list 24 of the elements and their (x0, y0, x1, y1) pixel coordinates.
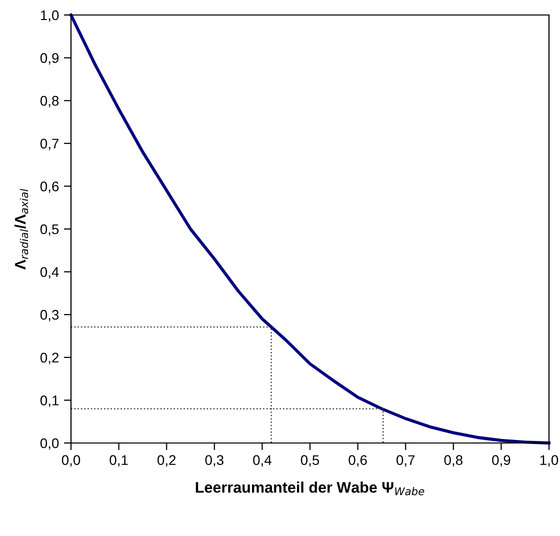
y-tick-label: 0,3 (40, 310, 59, 322)
x-tick-label: 0,2 (157, 455, 176, 467)
x-tick-label: 0,7 (396, 455, 415, 467)
y-tick-label: 0,6 (40, 182, 59, 194)
y-tick-label: 0,7 (40, 138, 58, 150)
y-tick-label: 1,0 (40, 10, 59, 22)
x-tick-label: 0,0 (62, 455, 80, 467)
y-axis-title: Λ$_{radial}$/Λ$_{axial}$ (14, 188, 28, 270)
x-tick-label: 0,1 (110, 455, 128, 467)
y-tick-label: 0,1 (40, 396, 59, 408)
y-tick-label: 0,2 (40, 352, 58, 364)
x-tick-label: 1,0 (540, 455, 558, 467)
x-tick-label: 0,8 (444, 455, 462, 467)
x-tick-label: 0,3 (205, 455, 224, 467)
x-tick-label: 0,9 (492, 455, 510, 467)
y-tick-label: 0,4 (40, 267, 59, 279)
y-tick-label: 0,9 (40, 53, 59, 65)
y-tick-label: 0,8 (40, 96, 59, 108)
y-tick-label: 0,0 (40, 438, 59, 450)
x-tick-label: 0,5 (300, 455, 320, 467)
x-tick-label: 0,4 (253, 455, 272, 467)
x-axis-title: Leerraumanteil der Wabe Ψ$_{Wabe}$ (196, 482, 424, 496)
x-tick-label: 0,6 (348, 455, 367, 467)
y-tick-label: 0,5 (40, 224, 59, 236)
